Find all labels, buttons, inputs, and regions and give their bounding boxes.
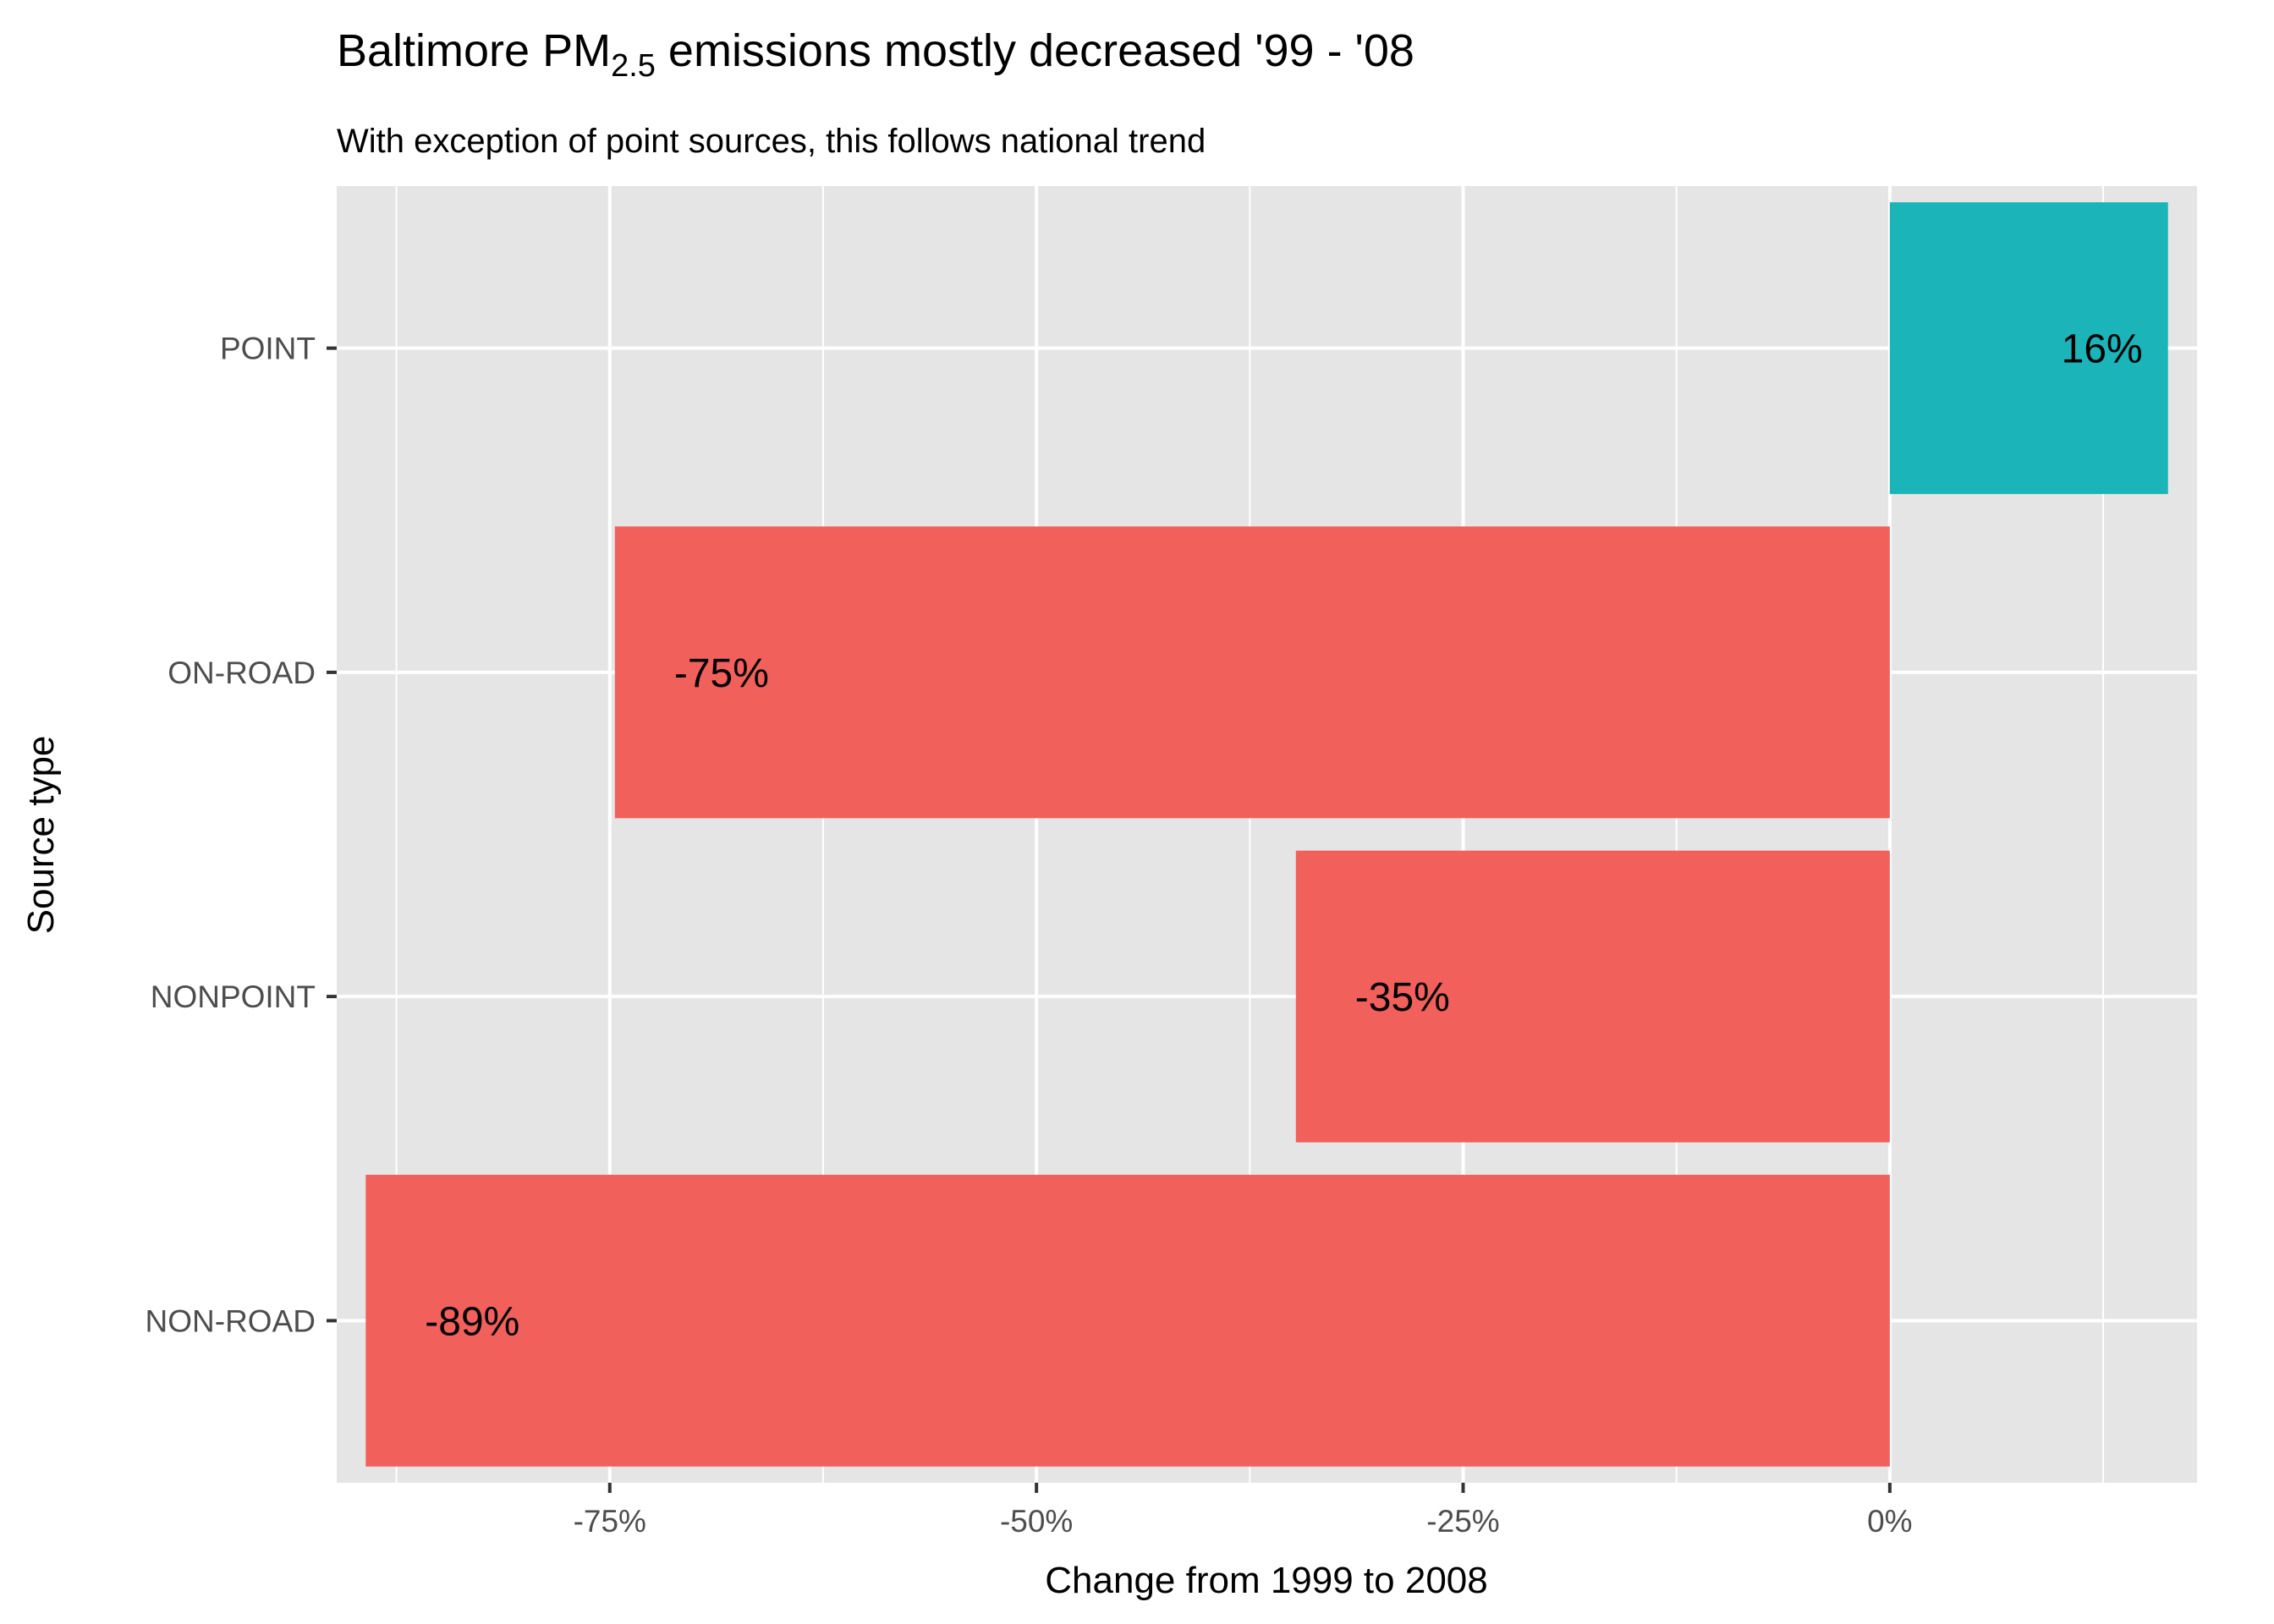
data-label-on-road: -75% (674, 651, 769, 696)
y-tick-label: POINT (220, 332, 316, 366)
y-tick-label: NONPOINT (151, 979, 316, 1014)
x-axis-title: Change from 1999 to 2008 (1045, 1560, 1488, 1601)
y-tick-label: NON-ROAD (146, 1303, 316, 1338)
bar-on-road (614, 526, 1890, 819)
data-label-nonpoint: -35% (1355, 975, 1450, 1020)
chart-subtitle: With exception of point sources, this fo… (337, 123, 1206, 160)
data-label-point: 16% (2062, 327, 2143, 372)
data-label-non-road: -89% (425, 1299, 519, 1344)
y-axis: POINT ON-ROAD NONPOINT NON-ROAD (146, 332, 337, 1338)
chart-title: Baltimore PM2.5 emissions mostly decreas… (337, 25, 1414, 84)
x-tick-label: -25% (1426, 1504, 1499, 1539)
chart-title-main: Baltimore PM (337, 25, 611, 76)
y-tick-label: ON-ROAD (168, 656, 316, 690)
x-axis: -75% -50% -25% 0% (574, 1483, 1913, 1539)
x-tick-label: -50% (1000, 1504, 1073, 1539)
chart-title-subscript: 2.5 (611, 48, 656, 84)
x-tick-label: 0% (1867, 1504, 1912, 1539)
bars (365, 202, 2168, 1467)
chart-title-suffix: emissions mostly decreased '99 - '08 (656, 25, 1414, 76)
y-axis-title: Source type (20, 736, 62, 935)
data-labels: 16% -75% -35% -89% (425, 327, 2142, 1345)
bar-nonpoint (1295, 850, 1890, 1143)
x-tick-label: -75% (574, 1504, 646, 1539)
bar-point (1889, 202, 2168, 495)
bar-non-road (365, 1174, 1890, 1467)
